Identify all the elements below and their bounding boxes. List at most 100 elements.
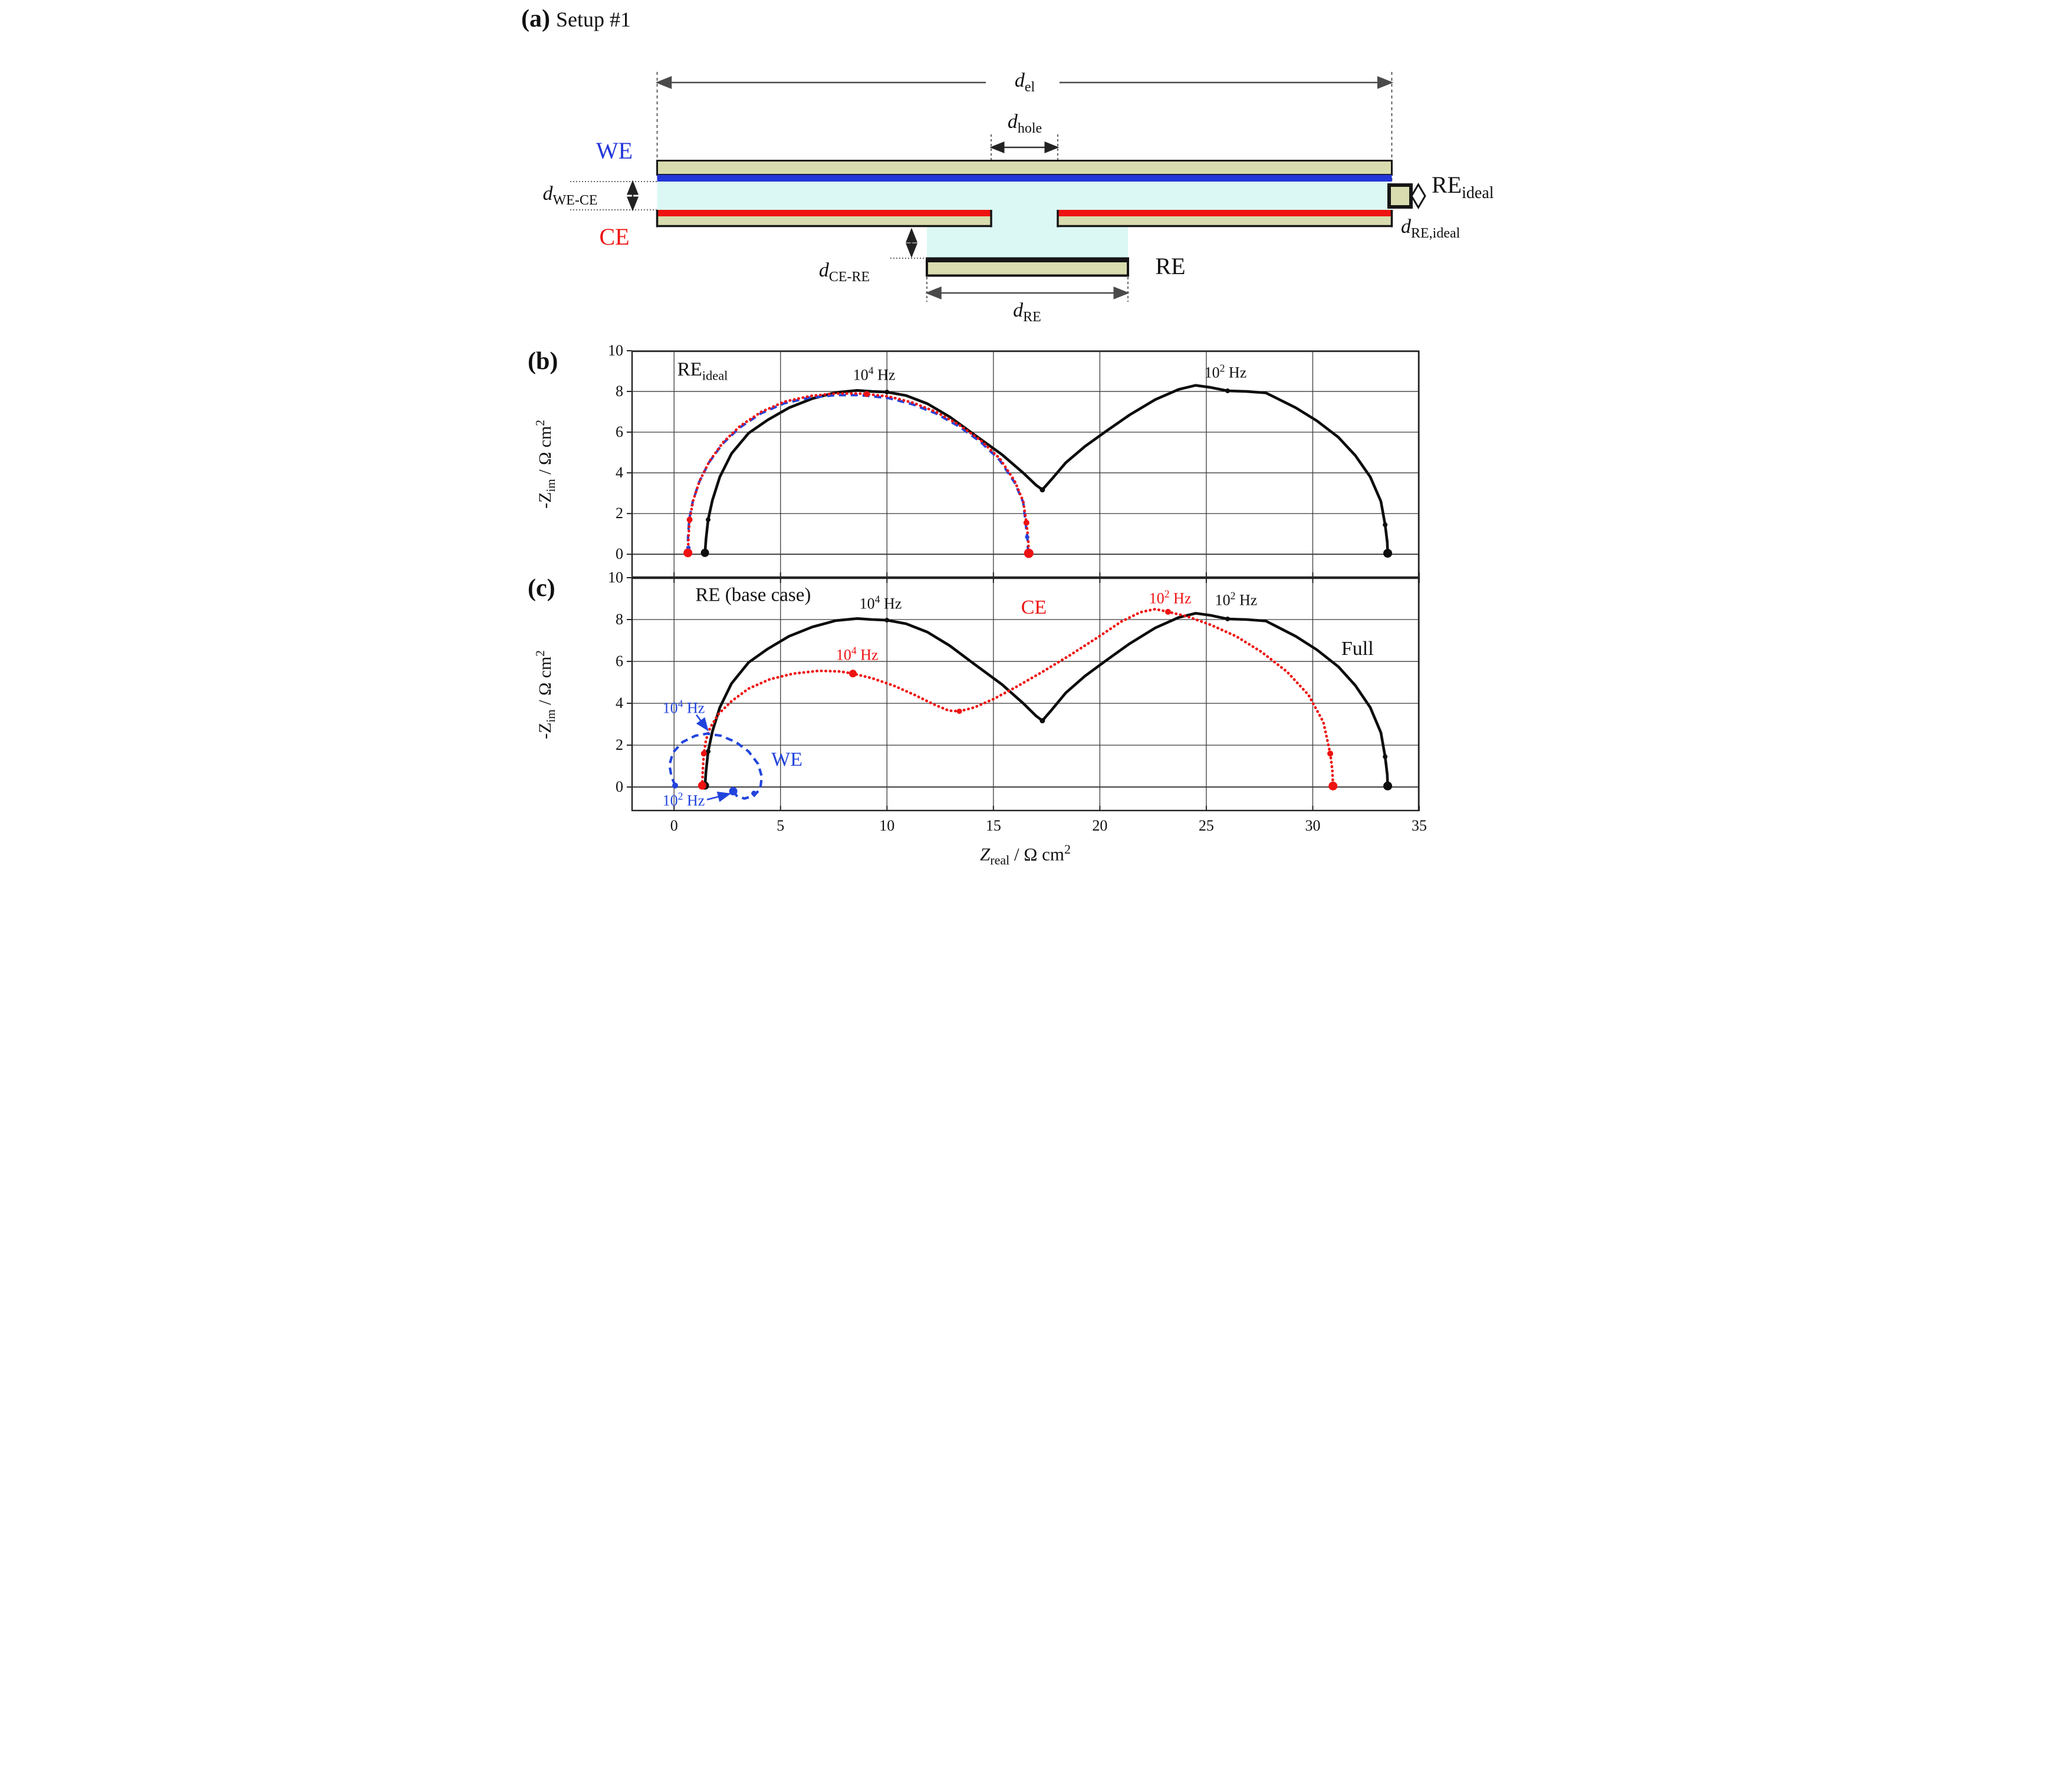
setup-diagram-drawing	[570, 72, 1426, 302]
plot-frame	[631, 350, 1420, 578]
x-tick-label-15: 15	[985, 817, 1001, 834]
data-point	[863, 391, 870, 397]
annotation-10: 104 Hz	[835, 644, 879, 663]
annotation-ce: CE	[1021, 597, 1047, 619]
data-point	[884, 618, 890, 623]
y-tick-label-4: 4	[616, 694, 623, 712]
data-point	[884, 390, 890, 395]
annotation-10: 102 Hz	[662, 790, 705, 809]
annotation-re: REideal	[677, 358, 728, 383]
data-point	[1383, 522, 1388, 528]
d-el-label: del	[1014, 70, 1035, 95]
series-b-0	[703, 384, 1389, 554]
d-we-ce-label: dWE-CE	[542, 183, 598, 208]
plot-canvas-c	[627, 577, 1420, 812]
y-tick-label-6: 6	[616, 423, 623, 441]
plot-frame	[631, 577, 1420, 812]
data-point	[686, 516, 693, 523]
annotation-arrow	[706, 791, 732, 802]
plot-canvas-b	[627, 350, 1420, 578]
data-point	[1225, 388, 1231, 394]
x-tick-label-30: 30	[1305, 817, 1321, 834]
y-tick-label-0: 0	[616, 545, 623, 563]
data-point	[672, 782, 679, 789]
we-substrate	[656, 160, 1393, 176]
plot-c-y-axis-title: -Zim / Ω cm2	[532, 650, 558, 739]
re-ideal-probe	[1387, 183, 1413, 209]
data-point	[705, 749, 710, 754]
data-point	[1039, 718, 1045, 724]
figure: (a) Setup #1 WE CE RE del dhole dWE-CE dC…	[514, 0, 1542, 896]
ce-substrate-outline	[656, 210, 1393, 228]
data-point	[683, 548, 693, 558]
annotation-10: 102 Hz	[1215, 589, 1258, 609]
plot-b-y-axis-title: -Zim / Ω cm2	[532, 420, 558, 509]
data-point	[1039, 487, 1045, 493]
panel-b-letter: (b)	[528, 348, 558, 375]
d-hole-label: dhole	[1007, 111, 1042, 136]
d-ce-re-label: dCE-RE	[818, 259, 870, 285]
ce-substrate-right	[1058, 216, 1392, 225]
we-electrode	[657, 174, 1392, 182]
data-point	[849, 670, 857, 678]
data-point	[1164, 608, 1171, 615]
panel-a-letter: (a)	[521, 5, 550, 32]
series-b-2	[686, 392, 1031, 555]
annotation-10: 102 Hz	[1204, 362, 1247, 381]
data-point	[729, 787, 738, 796]
y-tick-label-0: 0	[616, 778, 623, 796]
x-tick-label-0: 0	[670, 817, 678, 834]
annotation-10: 104 Hz	[853, 364, 896, 384]
data-point	[1328, 781, 1338, 790]
nyquist-plot-ideal-re: (b) -Zim / Ω cm2 REideal 104 Hz 102 Hz 10 8 6…	[528, 343, 1420, 578]
re-ideal-thickness-diamond	[1410, 183, 1426, 209]
data-point	[751, 790, 757, 796]
re-ideal-label: REideal	[1432, 172, 1494, 202]
d-re-ideal-label: dRE,ideal	[1401, 216, 1460, 241]
series-c-1	[700, 607, 1335, 788]
y-tick-label-8: 8	[616, 611, 623, 628]
panel-c-letter: (c)	[528, 575, 555, 602]
data-point	[1327, 750, 1334, 757]
annotation-re-(base-case): RE (base case)	[695, 584, 811, 606]
annotation-arrow	[696, 714, 709, 732]
y-tick-label-10: 10	[608, 342, 623, 359]
ce-electrode-left	[657, 210, 991, 216]
y-tick-label-4: 4	[616, 464, 623, 482]
x-tick-label-35: 35	[1412, 817, 1427, 834]
x-tick-label-20: 20	[1092, 817, 1108, 834]
x-tick-label-5: 5	[777, 817, 785, 834]
annotation-10: 104 Hz	[859, 593, 902, 612]
annotation-10: 102 Hz	[1149, 588, 1192, 607]
y-tick-label-8: 8	[616, 383, 623, 400]
nyquist-plot-base-case: (c) -Zim / Ω cm2 Zreal / Ω cm2 RE (base …	[528, 570, 1427, 868]
data-point	[700, 750, 707, 757]
data-point	[1383, 549, 1393, 558]
x-tick-label-10: 10	[879, 817, 895, 834]
electrolyte-hole	[991, 182, 1058, 228]
y-tick-label-10: 10	[608, 569, 623, 586]
data-point	[700, 548, 709, 557]
annotation-full: Full	[1341, 637, 1374, 660]
annotation-we: WE	[771, 748, 803, 770]
x-axis-title: Zreal / Ω cm2	[980, 842, 1071, 868]
y-tick-label-2: 2	[616, 736, 623, 754]
ce-label: CE	[599, 223, 630, 250]
data-point	[1025, 535, 1029, 539]
ce-electrode-right	[1058, 210, 1392, 216]
setup-diagram: (a) Setup #1 WE CE RE del dhole dWE-CE dC…	[514, 0, 1542, 339]
series-c-0	[703, 612, 1389, 786]
ce-substrate-left	[657, 216, 991, 225]
series-c-2	[668, 732, 764, 800]
data-point	[956, 709, 962, 714]
we-label: WE	[596, 137, 633, 164]
data-point	[1024, 548, 1034, 558]
data-point	[705, 517, 710, 522]
annotation-10: 104 Hz	[662, 697, 705, 717]
electrolyte-column	[927, 227, 1128, 259]
data-point	[1383, 754, 1388, 759]
panel-a-title: Setup #1	[555, 8, 631, 31]
data-point	[1023, 519, 1029, 526]
panel-a-heading: (a) Setup #1	[521, 6, 631, 31]
data-point	[1383, 781, 1393, 790]
